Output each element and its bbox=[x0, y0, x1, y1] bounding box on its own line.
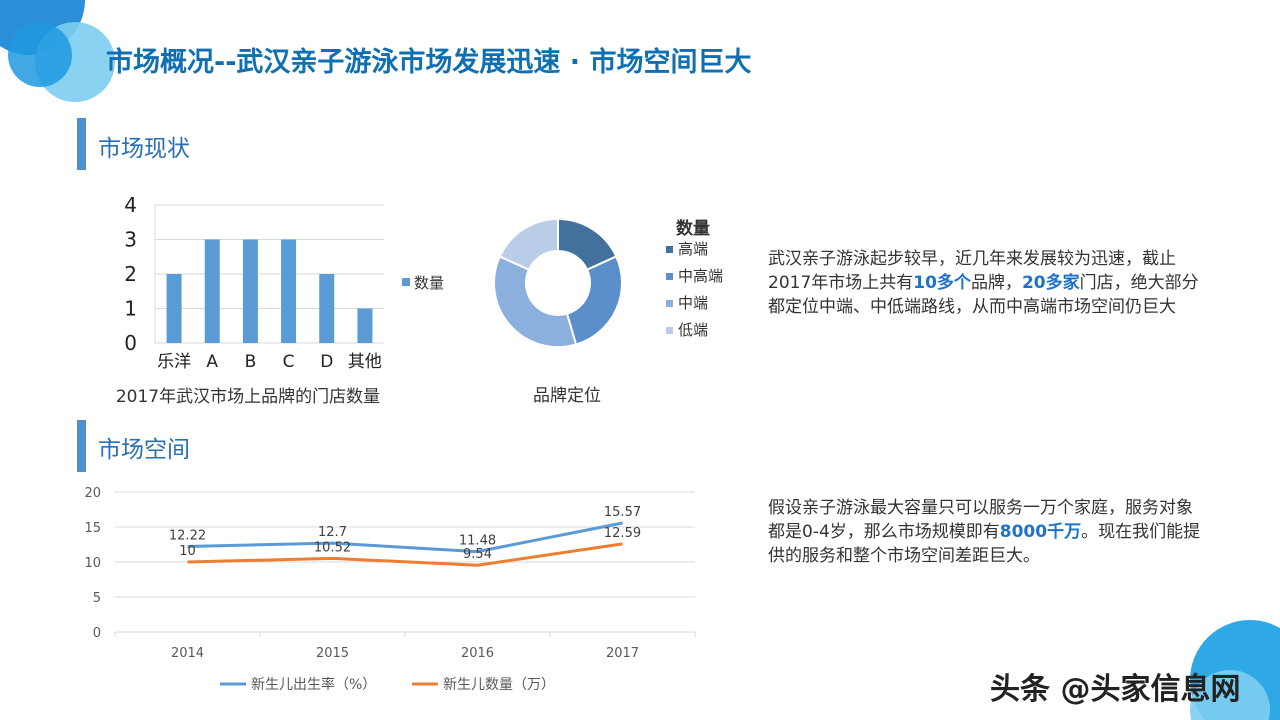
line-ytick-label: 20 bbox=[84, 486, 101, 501]
para1-text-3: 门店，绝大部分都定位中端、中低端路线，从而中高端市场空间仍巨大 bbox=[768, 273, 1199, 317]
bar-ytick-label: 2 bbox=[124, 262, 137, 286]
bar-mark bbox=[357, 308, 373, 343]
bar-xtick-label: 其他 bbox=[348, 352, 382, 372]
bar-xtick-label: A bbox=[206, 352, 218, 372]
brand-store-bar-chart: 0 1 2 3 4 乐洋 A B C D 其他 数量 2017年武汉市场上品牌的门店数量 bbox=[116, 193, 444, 407]
line-ytick-label: 0 bbox=[93, 626, 101, 641]
donut-legend-swatch bbox=[666, 246, 673, 253]
bar-mark bbox=[242, 239, 258, 343]
section-marker-space bbox=[77, 420, 86, 472]
line-legend-label: 新生儿数量（万） bbox=[443, 677, 555, 693]
donut-legend-swatch bbox=[666, 300, 673, 307]
line-legend-label: 新生儿出生率（%） bbox=[251, 676, 376, 693]
bar-xtick-label: D bbox=[320, 352, 333, 372]
line-data-label: 15.57 bbox=[604, 505, 641, 520]
line-data-label: 10 bbox=[179, 544, 196, 559]
bar-mark bbox=[319, 274, 335, 343]
bar-ytick-label: 4 bbox=[124, 193, 137, 217]
para1-highlight-stores: 20多家 bbox=[1021, 273, 1080, 293]
section-title-status: 市场现状 bbox=[98, 136, 190, 162]
line-data-label: 12.7 bbox=[318, 525, 347, 540]
line-data-label: 11.48 bbox=[459, 534, 496, 549]
donut-legend-label: 中端 bbox=[678, 294, 708, 312]
donut-slice bbox=[498, 217, 559, 272]
line-ytick-label: 15 bbox=[84, 521, 101, 536]
donut-legend-title: 数量 bbox=[676, 218, 710, 239]
bar-legend-swatch bbox=[402, 278, 410, 286]
watermark: 头条 @头家信息网 bbox=[990, 672, 1241, 707]
para2-text-1: 假设亲子游泳最大容量只可以服务一万个家庭，服务对象都是0-4岁，那么市场规模即有 bbox=[768, 498, 1193, 542]
para2-highlight-size: 8000千万 bbox=[999, 522, 1082, 542]
market-space-paragraph: 假设亲子游泳最大容量只可以服务一万个家庭，服务对象都是0-4岁，那么市场规模即有… bbox=[768, 496, 1208, 568]
line-xtick-label: 2016 bbox=[461, 646, 494, 661]
para1-text-2: 品牌， bbox=[970, 273, 1022, 293]
para2-text-2: 。现在我们能提供的服务和整个市场空间差距巨大。 bbox=[768, 522, 1201, 566]
bar-xtick-label: B bbox=[245, 352, 257, 372]
bar-legend-label: 数量 bbox=[414, 274, 444, 292]
line-xtick-label: 2017 bbox=[606, 646, 639, 661]
corner-decoration-top-left bbox=[0, 0, 115, 102]
line-data-label: 12.59 bbox=[604, 526, 641, 541]
line-series-path bbox=[187, 521, 623, 554]
para1-text-1: 武汉亲子游泳起步较早，近几年来发展较为迅速，截止2017年市场上共有 bbox=[768, 249, 1176, 293]
line-xtick-label: 2014 bbox=[171, 646, 204, 661]
donut-legend-swatch bbox=[666, 327, 673, 334]
bar-xtick-label: 乐洋 bbox=[157, 352, 191, 372]
bar-ytick-label: 1 bbox=[124, 297, 137, 321]
donut-legend-label: 高端 bbox=[678, 240, 708, 258]
donut-legend-swatch bbox=[666, 273, 673, 280]
para1-highlight-brands: 10多个 bbox=[913, 273, 971, 293]
line-series-path bbox=[187, 542, 623, 567]
bar-ytick-label: 0 bbox=[124, 331, 137, 355]
line-data-label: 12.22 bbox=[169, 528, 206, 543]
bar-mark bbox=[166, 274, 182, 343]
bar-chart-title: 2017年武汉市场上品牌的门店数量 bbox=[116, 387, 380, 407]
donut-chart-title: 品牌定位 bbox=[533, 386, 601, 406]
donut-legend-label: 中高端 bbox=[678, 267, 723, 285]
line-ytick-label: 10 bbox=[84, 556, 101, 571]
market-status-paragraph: 武汉亲子游泳起步较早，近几年来发展较为迅速，截止2017年市场上共有10多个品牌… bbox=[768, 247, 1208, 319]
bar-xtick-label: C bbox=[283, 352, 295, 372]
section-title-space: 市场空间 bbox=[98, 437, 190, 463]
page-title: 市场概况--武汉亲子游泳市场发展迅速 · 市场空间巨大 bbox=[106, 47, 752, 78]
line-data-label: 10.52 bbox=[314, 540, 351, 555]
line-ytick-label: 5 bbox=[93, 591, 101, 606]
line-data-label: 9.54 bbox=[463, 547, 492, 562]
donut-legend-label: 低端 bbox=[678, 321, 708, 339]
newborn-line-chart: 0 5 10 15 20 2014 2015 2016 2017 12.22 12.7 11.48… bbox=[84, 486, 696, 693]
bar-ytick-label: 3 bbox=[124, 228, 137, 252]
corner-decoration-bottom-right bbox=[1190, 620, 1280, 720]
donut-slice bbox=[493, 255, 578, 348]
line-xtick-label: 2015 bbox=[316, 646, 349, 661]
donut-slice bbox=[565, 255, 623, 346]
section-marker-status bbox=[77, 118, 86, 170]
bar-mark bbox=[204, 239, 220, 343]
bar-mark bbox=[281, 239, 297, 343]
